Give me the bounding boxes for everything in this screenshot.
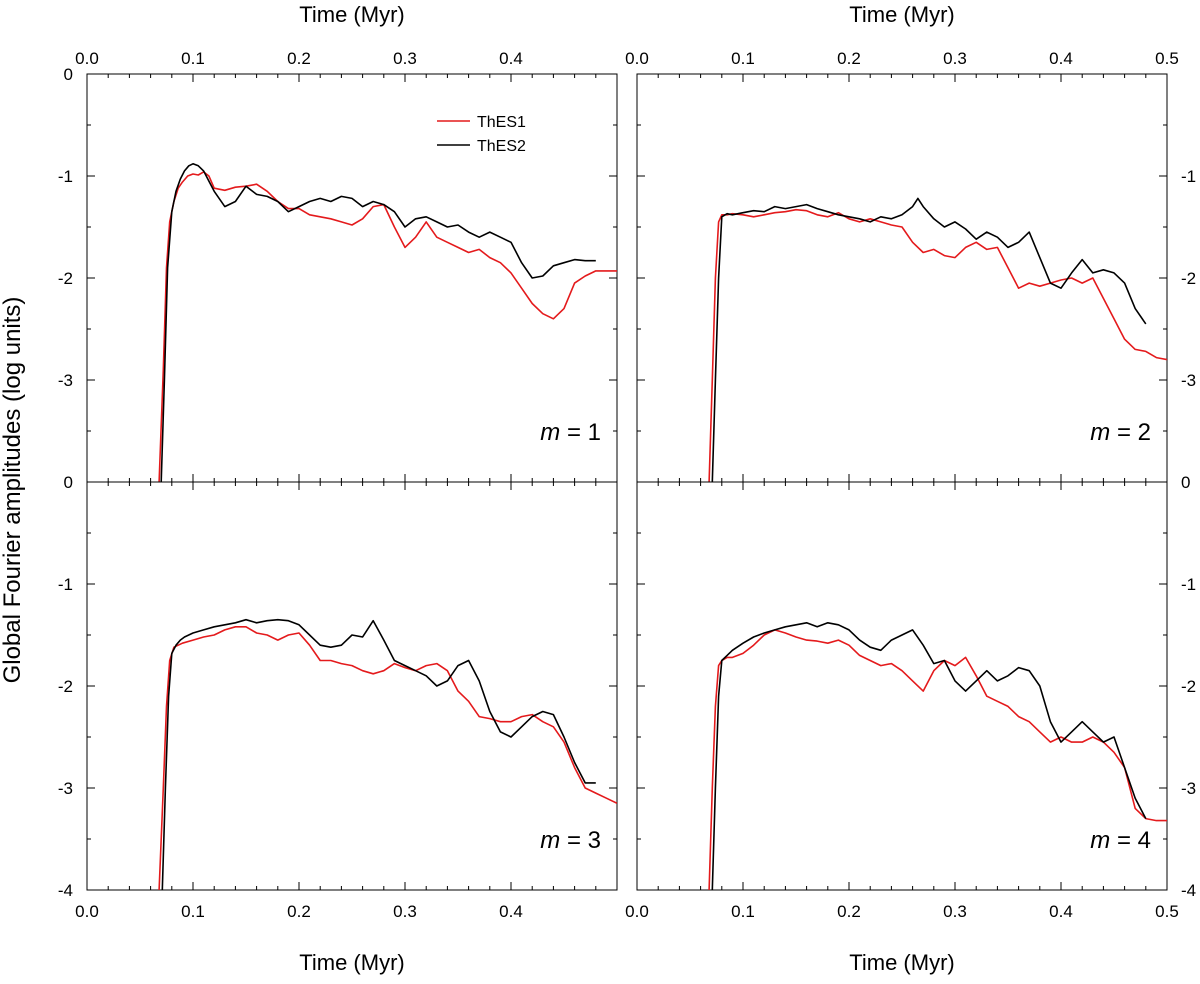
y-tick-label: -3 xyxy=(58,779,73,798)
x-tick-label: 0.1 xyxy=(731,49,755,68)
y-tick-label: -3 xyxy=(1181,371,1196,390)
y-tick-label: -3 xyxy=(58,371,73,390)
y-tick-label: -1 xyxy=(58,167,73,186)
series-thes2 xyxy=(711,621,1147,890)
series-thes1 xyxy=(708,629,1167,890)
y-tick-label: 0 xyxy=(64,65,73,84)
panel-frame xyxy=(636,73,1168,483)
y-tick-label: -2 xyxy=(1181,269,1196,288)
x-tick-label: 0.4 xyxy=(499,49,523,68)
legend-label: ThES1 xyxy=(477,114,526,131)
x-tick-label: 0.3 xyxy=(393,49,417,68)
y-tick-label: 0 xyxy=(1181,473,1190,492)
legend-label: ThES2 xyxy=(477,138,526,155)
panel-top-left: 0.0 0.1 0.2 0.3 0.4 0 -1 -2 -3 Time (Myr) m = 1 ThE… xyxy=(58,2,618,483)
x-tick-label: 0.1 xyxy=(731,902,755,921)
x-tick-label: 0.0 xyxy=(75,902,99,921)
panel-bottom-right: 0.0 0.1 0.2 0.3 0.4 0.5 0 -1 -2 -3 -4 Time (Myr) m =… xyxy=(625,473,1196,975)
figure-y-label: Global Fourier amplitudes (log units) xyxy=(0,297,26,684)
x-tick-label: 0.3 xyxy=(393,902,417,921)
series-thes2 xyxy=(160,163,596,482)
y-tick-label: -1 xyxy=(1181,575,1196,594)
x-axis-title: Time (Myr) xyxy=(299,950,405,975)
x-tick-label: 0.3 xyxy=(943,49,967,68)
x-tick-label: 0.2 xyxy=(837,902,861,921)
panel-annotation: m = 1 xyxy=(540,419,601,446)
x-tick-label: 0.3 xyxy=(943,902,967,921)
panel-bottom-left: 0.0 0.1 0.2 0.3 0.4 0 -1 -2 -3 -4 Time (Myr) m = 3 xyxy=(58,473,618,975)
series-thes1 xyxy=(158,171,617,482)
series-thes1 xyxy=(708,208,1167,482)
x-tick-label: 0.1 xyxy=(181,902,205,921)
x-tick-label: 0.1 xyxy=(181,49,205,68)
y-tick-label: -1 xyxy=(58,575,73,594)
panel-annotation: m = 4 xyxy=(1090,827,1151,854)
series-thes2 xyxy=(711,197,1147,482)
x-tick-label: 0.4 xyxy=(1049,902,1073,921)
x-tick-label: 0.2 xyxy=(837,49,861,68)
y-tick-label: -4 xyxy=(58,881,73,900)
y-tick-label: 0 xyxy=(64,473,73,492)
x-tick-label: 0.5 xyxy=(1155,902,1179,921)
panel-annotation: m = 3 xyxy=(540,827,601,854)
x-axis-title: Time (Myr) xyxy=(299,2,405,27)
panel-frame xyxy=(86,481,618,891)
x-tick-label: 0.0 xyxy=(625,49,649,68)
x-tick-label: 0.0 xyxy=(75,49,99,68)
y-tick-label: -2 xyxy=(58,677,73,696)
x-tick-label: 0.0 xyxy=(625,902,649,921)
x-axis-title: Time (Myr) xyxy=(849,950,955,975)
x-axis-title: Time (Myr) xyxy=(849,2,955,27)
panel-annotation: m = 2 xyxy=(1090,419,1151,446)
series-thes2 xyxy=(161,618,596,890)
x-tick-label: 0.4 xyxy=(499,902,523,921)
legend: ThES1 ThES2 xyxy=(437,114,526,155)
y-tick-label: -3 xyxy=(1181,779,1196,798)
x-tick-label: 0.2 xyxy=(287,49,311,68)
x-tick-label: 0.2 xyxy=(287,902,311,921)
y-tick-label: -2 xyxy=(1181,677,1196,696)
y-tick-label: -2 xyxy=(58,269,73,288)
panel-top-right: 0.0 0.1 0.2 0.3 0.4 0.5 -1 -2 -3 Time (Myr) m = 2 xyxy=(625,2,1196,483)
y-tick-label: -1 xyxy=(1181,167,1196,186)
x-tick-label: 0.5 xyxy=(1155,49,1179,68)
y-tick-label: -4 xyxy=(1181,881,1196,900)
x-tick-label: 0.4 xyxy=(1049,49,1073,68)
